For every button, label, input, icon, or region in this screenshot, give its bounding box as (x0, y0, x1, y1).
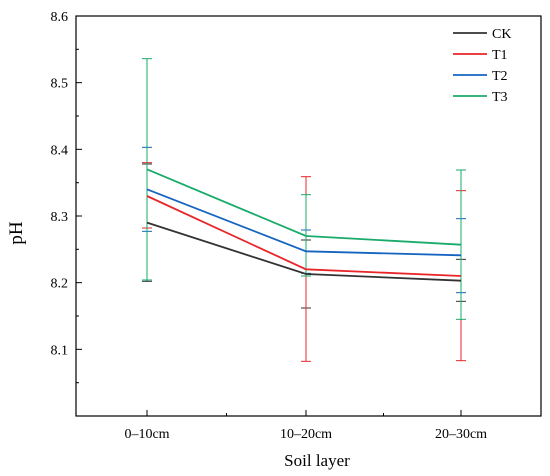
legend-label-t1: T1 (492, 48, 508, 63)
legend-label-ck: CK (492, 27, 511, 42)
series-t3 (142, 58, 466, 320)
x-tick-label: 10–20cm (280, 427, 332, 442)
series-layer (142, 58, 466, 362)
y-tick-label: 8.6 (51, 10, 69, 25)
series-t2 (142, 146, 466, 294)
x-axis: 0–10cm 10–20cm 20–30cm (124, 410, 487, 442)
legend: CK T1 T2 T3 (453, 27, 511, 105)
y-tick-label: 8.2 (51, 277, 69, 292)
y-tick-label: 8.3 (51, 210, 69, 225)
x-axis-label: Soil layer (284, 451, 350, 470)
legend-label-t3: T3 (492, 90, 508, 105)
y-tick-label: 8.5 (51, 77, 69, 92)
x-tick-label: 0–10cm (124, 427, 169, 442)
y-axis-label: pH (6, 221, 27, 245)
series-t1 (142, 162, 466, 362)
series-line-t2 (146, 188, 462, 257)
x-tick-label: 20–30cm (435, 427, 487, 442)
plot-frame (75, 15, 542, 417)
y-axis: 8.1 8.2 8.3 8.4 8.5 8.6 (51, 10, 82, 384)
legend-label-t2: T2 (492, 69, 508, 84)
series-line-ck (146, 221, 462, 282)
y-tick-label: 8.4 (51, 143, 69, 158)
y-tick-label: 8.1 (51, 343, 69, 358)
plot-border (75, 15, 542, 417)
